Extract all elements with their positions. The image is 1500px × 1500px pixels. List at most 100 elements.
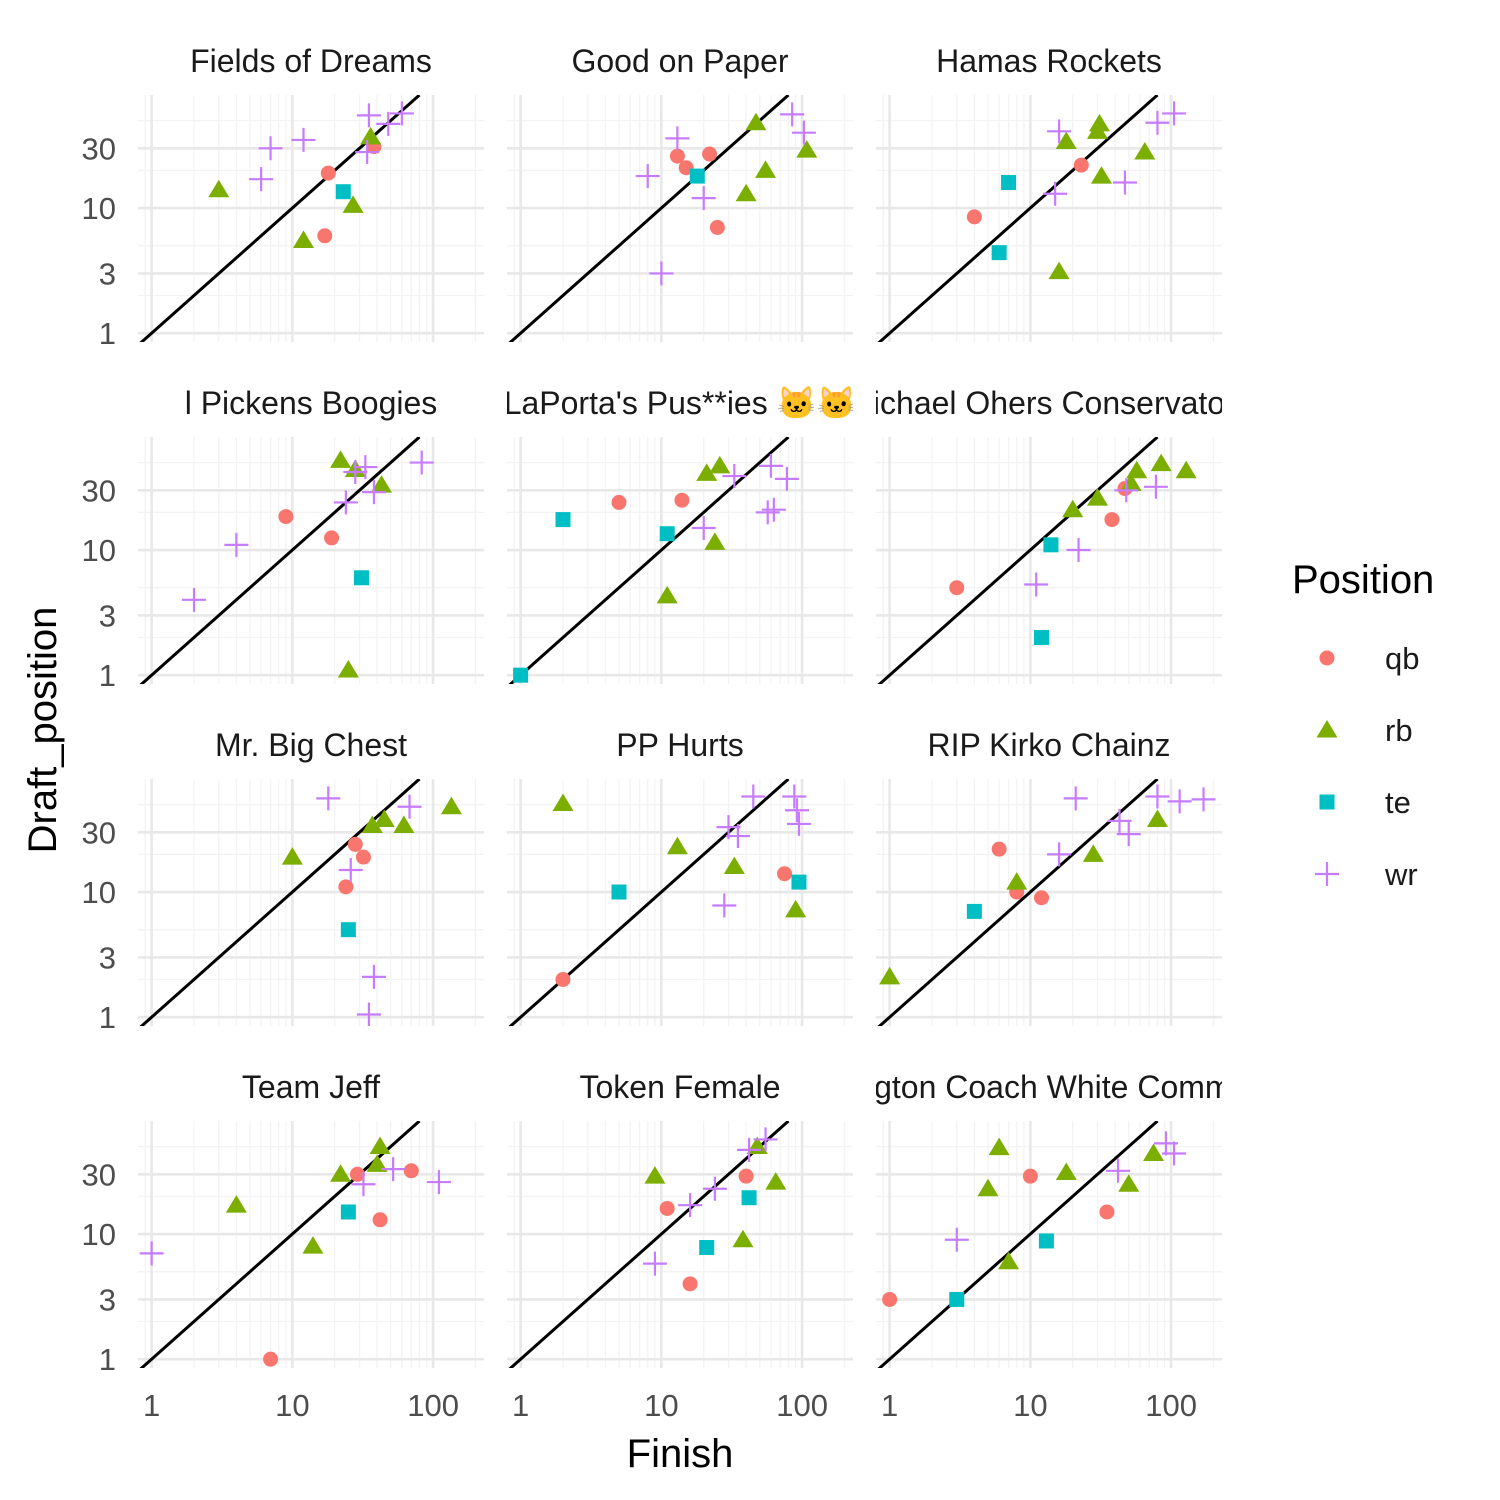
y-tick-label: 1 [99, 1000, 116, 1035]
data-point-te [966, 903, 982, 919]
data-point-rb [1048, 261, 1070, 280]
x-tick-label: 1 [143, 1388, 160, 1423]
data-point-qb [991, 841, 1007, 857]
data-point-rb [360, 126, 382, 145]
reference-line [139, 437, 421, 684]
data-point-wr [753, 1127, 778, 1152]
x-tick-label: 100 [776, 1388, 828, 1423]
data-point-wr [1145, 110, 1170, 135]
data-point-wr [755, 500, 780, 525]
data-point-wr [1066, 538, 1091, 563]
grid [876, 779, 1222, 1026]
data-point-wr [712, 893, 737, 918]
facet-panel: Hamas Rockets [876, 43, 1222, 342]
data-point-wr [356, 1002, 381, 1026]
data-point-rb [330, 1164, 352, 1182]
data-point-wr [343, 460, 368, 485]
points [281, 786, 462, 1026]
data-point-rb [393, 815, 415, 834]
data-point-qb [555, 971, 571, 987]
facet-panel: Team Jeff 1 3 10 30 1 10 100 [82, 1069, 484, 1423]
data-point-wr [1116, 822, 1141, 847]
data-point-te [1043, 537, 1059, 553]
data-point-wr [761, 497, 786, 522]
x-tick-label: 1 [512, 1388, 529, 1423]
data-point-rb [552, 793, 574, 811]
reference-line [877, 95, 1159, 342]
grid [138, 779, 484, 1026]
facet-title: Mr. Big Chest [215, 727, 407, 763]
facet-title: Washington Coach White Commanders [769, 1069, 1330, 1105]
data-point-rb [1062, 499, 1084, 518]
data-point-wr [1047, 842, 1072, 867]
x-tick-label: 1 [881, 1388, 898, 1423]
data-point-wr [1047, 119, 1072, 144]
data-point-qb [659, 1200, 675, 1216]
data-point-rb [879, 966, 901, 985]
data-point-te [1038, 1233, 1054, 1249]
facet-panel: Token Female 1 10 100 [507, 1069, 853, 1423]
legend-item-wr: wr [1315, 857, 1418, 892]
facet-panel: Good on Paper [507, 43, 853, 342]
data-point-wr [389, 101, 414, 126]
data-point-te [659, 526, 675, 542]
grid [507, 437, 853, 684]
data-point-rb [1089, 113, 1111, 132]
data-point-wr [1024, 572, 1049, 597]
data-point-qb [278, 509, 294, 525]
data-point-qb [674, 492, 690, 508]
data-point-rb [1134, 142, 1156, 160]
facet-title: RIP Kirko Chainz [927, 727, 1170, 763]
data-point-rb [330, 450, 352, 468]
facet-title: Hamas Rockets [936, 43, 1162, 79]
x-axis-label: Finish [627, 1432, 734, 1476]
data-point-wr [409, 450, 434, 475]
y-axis-label: Draft_position [21, 607, 65, 854]
data-point-rb [281, 847, 303, 865]
facet-title: Good on Paper [571, 43, 788, 79]
data-point-wr [691, 515, 716, 540]
facet-title: l Pickens Boogies [185, 385, 438, 421]
facet-title: LaPorta's Pus**ies 🐱🐱 [504, 385, 857, 421]
data-point-wr [678, 1193, 703, 1218]
grid [507, 779, 853, 1026]
data-point-wr [758, 453, 783, 478]
data-point-rb [366, 1154, 388, 1172]
data-point-qb [317, 228, 333, 244]
data-point-rb [440, 796, 462, 815]
data-point-rb [1118, 1174, 1140, 1192]
facet-title: Fields of Dreams [190, 43, 432, 79]
data-point-wr [291, 127, 316, 152]
facet-panel: l Pickens Boogies 1 3 10 30 [82, 385, 484, 693]
data-point-wr [649, 261, 674, 286]
points [635, 102, 818, 286]
legend-key-qb [1319, 650, 1335, 666]
data-point-rb [208, 179, 230, 198]
data-point-qb [320, 165, 336, 181]
grid [138, 95, 484, 342]
legend-key-te [1319, 794, 1335, 810]
data-point-wr [1191, 787, 1216, 812]
y-tick-label: 10 [82, 533, 116, 568]
data-point-qb [1034, 890, 1050, 906]
data-point-te [611, 884, 627, 900]
y-tick-label: 1 [99, 658, 116, 693]
data-point-qb [347, 836, 363, 852]
facet-panels: Fields of Dreams 1 3 10 30 Good on Paper Hamas… [82, 43, 1330, 1423]
data-point-rb [1175, 460, 1197, 479]
data-point-te [1001, 174, 1017, 190]
data-point-rb [371, 475, 393, 493]
data-point-rb [225, 1195, 247, 1213]
y-tick-label: 10 [82, 875, 116, 910]
data-point-te [354, 570, 370, 586]
data-point-rb [988, 1137, 1010, 1156]
data-point-wr [361, 964, 386, 989]
data-point-rb [785, 899, 807, 918]
facet-panel: Fields of Dreams 1 3 10 30 [82, 43, 484, 351]
legend: Position qb rb te wr [1292, 558, 1434, 892]
data-point-rb [361, 815, 383, 834]
y-tick-label: 1 [99, 1342, 116, 1377]
data-point-wr [725, 824, 750, 849]
y-tick-label: 30 [82, 473, 116, 508]
